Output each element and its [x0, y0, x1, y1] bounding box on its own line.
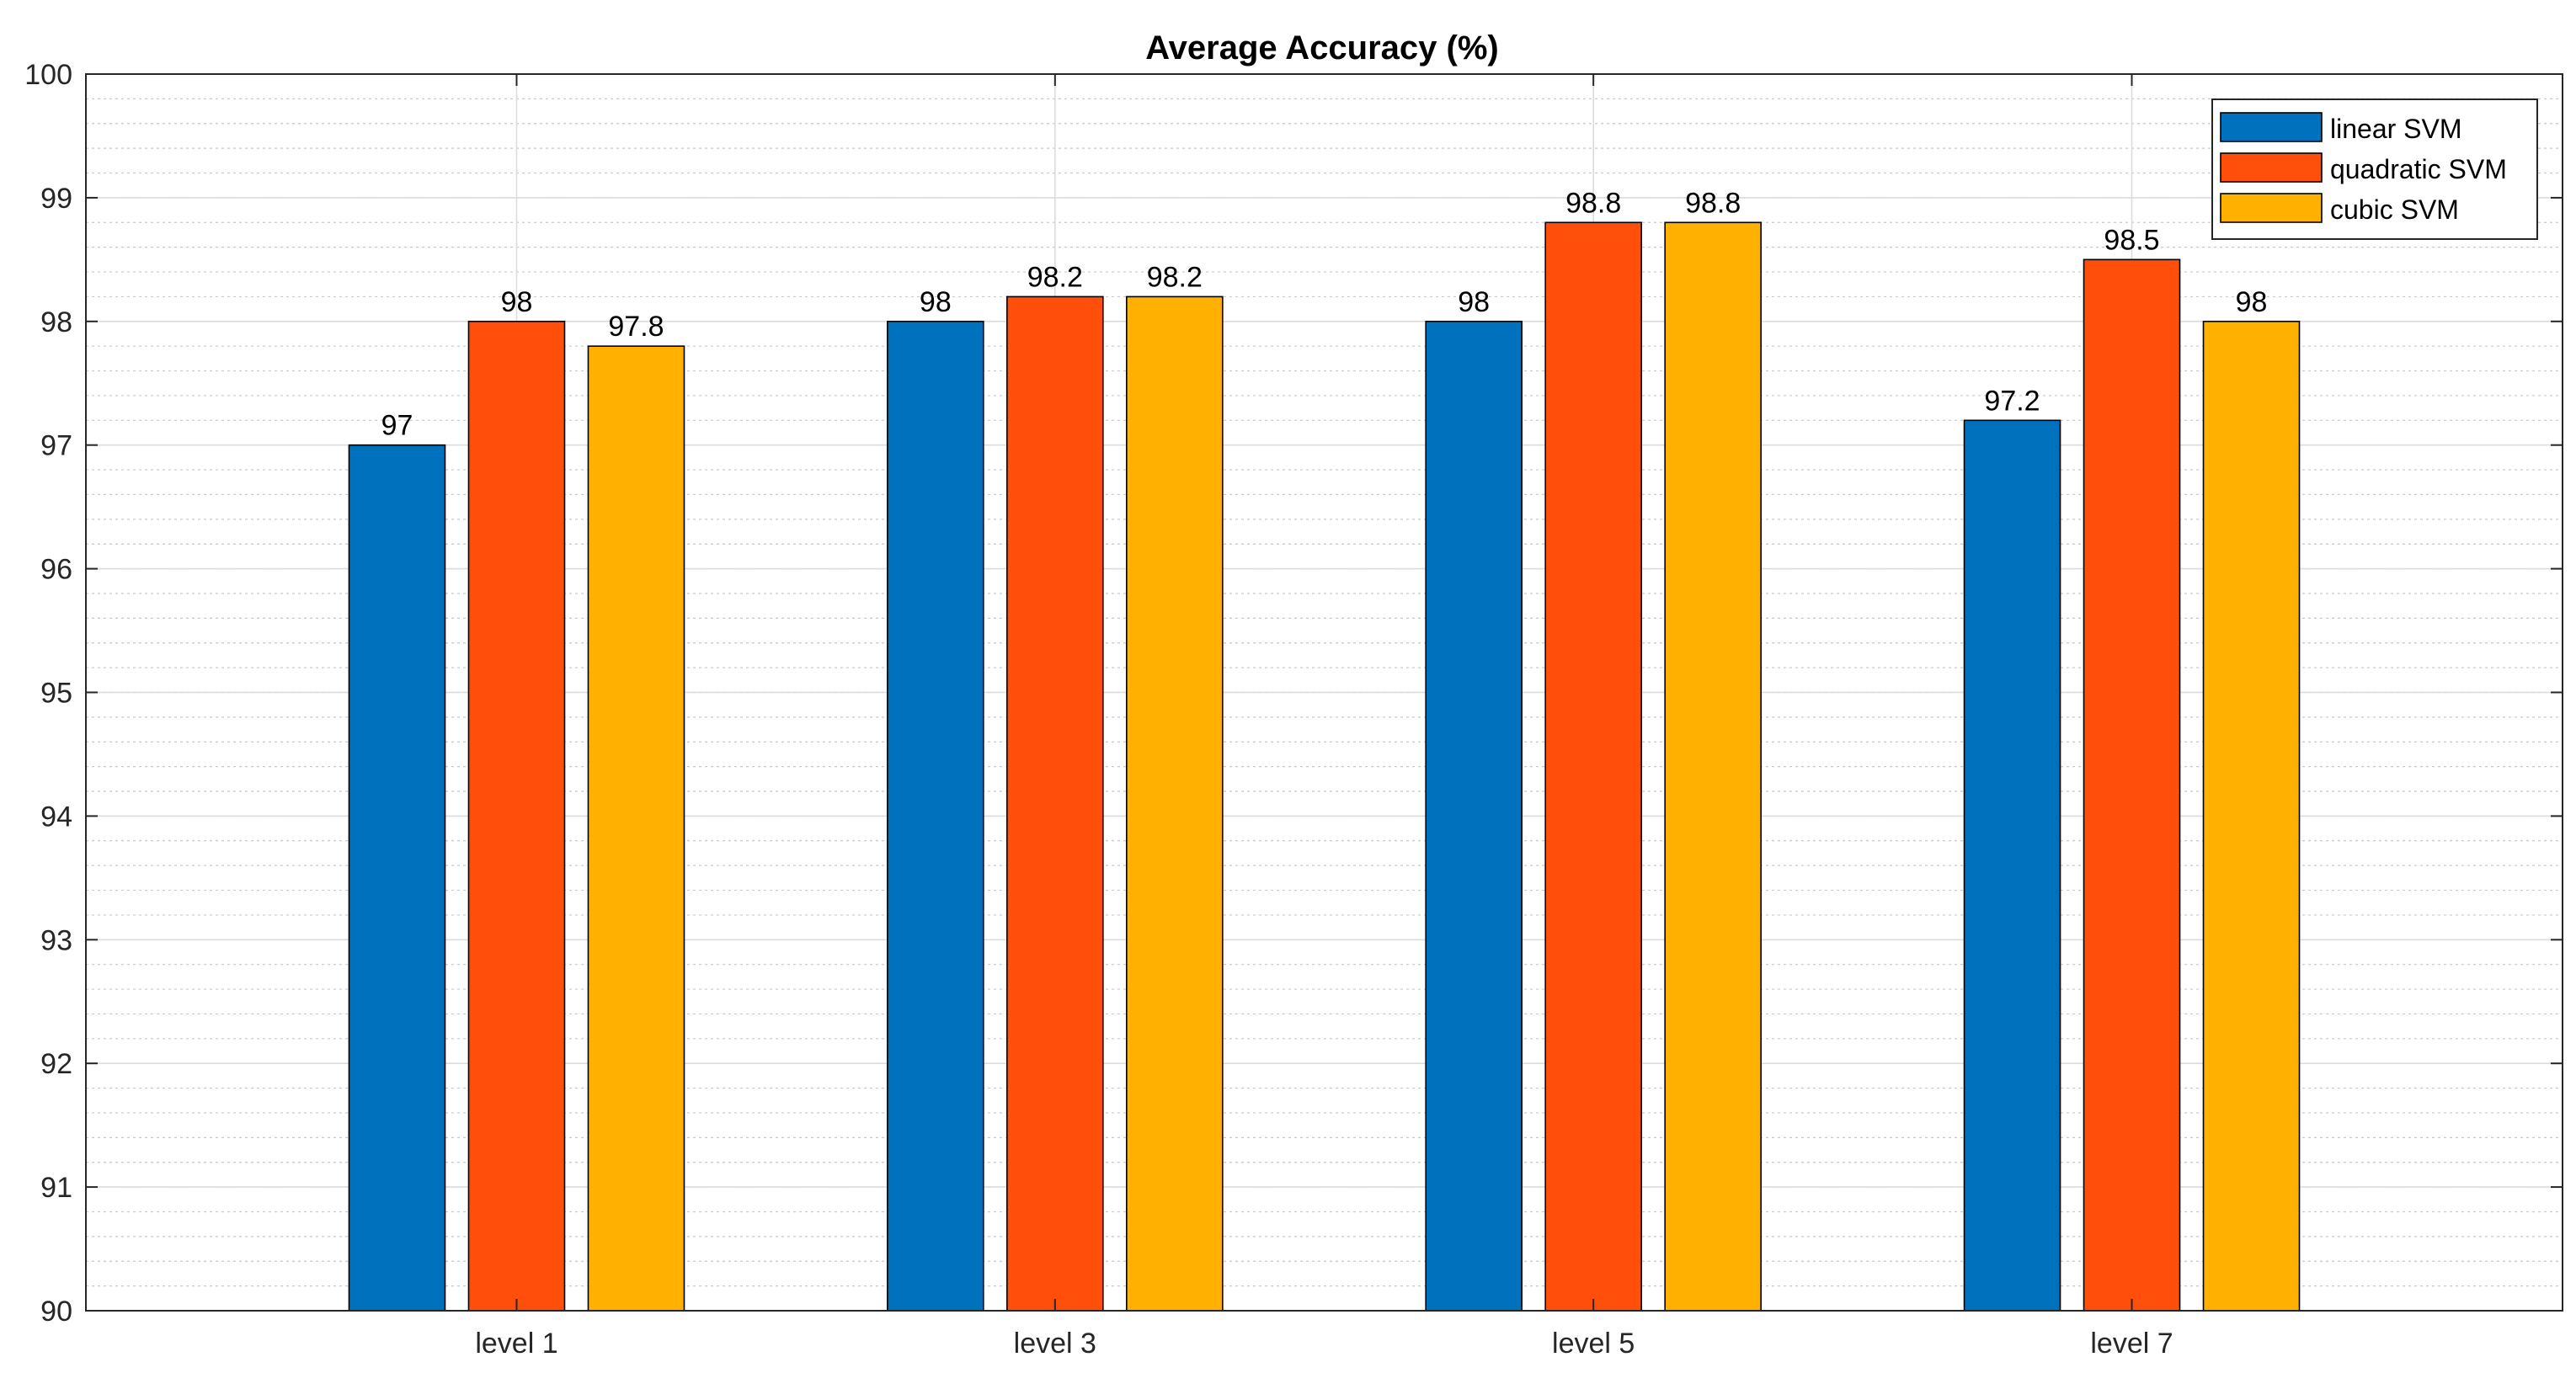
bar	[1425, 320, 1523, 1312]
legend-swatch	[2220, 152, 2323, 183]
data-label: 97.8	[608, 311, 664, 343]
y-tick-label: 94	[40, 801, 72, 833]
y-tick-label: 99	[40, 183, 72, 215]
bar	[467, 320, 566, 1312]
x-tick-label: level 5	[1552, 1328, 1635, 1360]
x-tick-label: level 3	[1014, 1328, 1096, 1360]
y-tick-label: 90	[40, 1296, 72, 1328]
bar	[2202, 320, 2301, 1312]
bar	[1006, 295, 1104, 1312]
legend-label: linear SVM	[2330, 114, 2462, 144]
bar	[1664, 221, 1762, 1312]
bar	[1544, 221, 1642, 1312]
bar	[887, 320, 984, 1312]
y-tick-label: 91	[40, 1172, 72, 1204]
y-tick-label: 92	[40, 1048, 72, 1080]
y-tick-label: 98	[40, 306, 72, 338]
legend: linear SVM quadratic SVM cubic SVM	[2211, 98, 2538, 240]
axes-frame	[85, 73, 2563, 1312]
bars	[348, 221, 2301, 1312]
y-tick-label: 96	[40, 554, 72, 586]
legend-label: quadratic SVM	[2330, 154, 2507, 184]
x-tick-labels: level 1 level 3 level 5 level 7	[475, 1328, 2173, 1360]
y-tick-label: 93	[40, 924, 72, 956]
data-label: 98	[920, 286, 952, 318]
y-tick-labels: 90 91 92 93 94 95 96 97 98 99 100	[24, 59, 72, 1328]
data-label: 98.2	[1027, 261, 1083, 293]
data-labels: 97 98 98 97.2 98 98.2 98.8 98.5 97.8 98.2 98.8 98	[381, 187, 2268, 441]
y-tick-label: 95	[40, 678, 72, 710]
bar	[348, 444, 446, 1312]
x-tick-label: level 7	[2090, 1328, 2173, 1360]
data-label: 98.5	[2104, 224, 2159, 256]
data-label: 97.2	[1984, 385, 2040, 417]
data-label: 98	[501, 286, 533, 318]
data-label: 98	[2236, 286, 2268, 318]
bar	[587, 345, 685, 1312]
data-label: 97	[381, 410, 413, 442]
bar	[1126, 295, 1224, 1312]
y-tick-label: 97	[40, 430, 72, 462]
data-label: 98	[1458, 286, 1490, 318]
x-tick-label: level 1	[475, 1328, 557, 1360]
data-label: 98.8	[1685, 187, 1741, 219]
bar	[1963, 419, 2061, 1312]
legend-swatch	[2220, 193, 2323, 223]
major-grid	[86, 73, 2563, 1312]
legend-label: cubic SVM	[2330, 194, 2459, 225]
data-label: 98.8	[1565, 187, 1621, 219]
y-tick-label: 100	[24, 59, 72, 91]
bar	[2083, 258, 2181, 1312]
legend-swatch	[2220, 112, 2323, 142]
chart-title: Average Accuracy (%)	[1145, 29, 1498, 67]
data-label: 98.2	[1147, 261, 1203, 293]
